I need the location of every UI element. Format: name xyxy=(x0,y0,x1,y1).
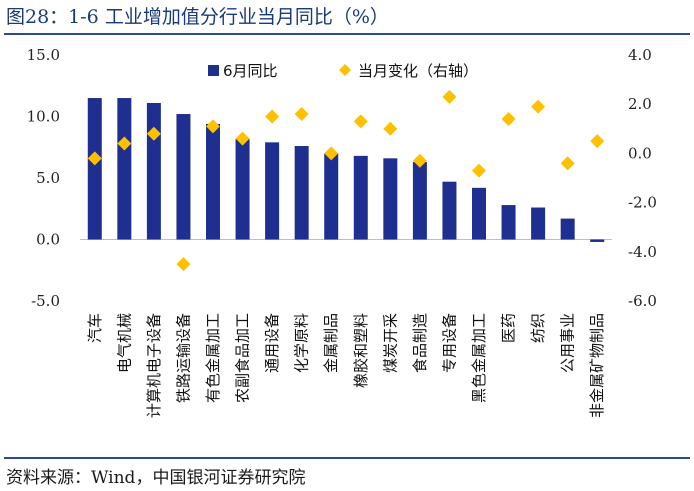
left-axis-tick: 10.0 xyxy=(27,108,60,126)
category-label: 农副食品加工 xyxy=(234,313,252,403)
title-divider xyxy=(4,33,690,35)
bar-6月同比 xyxy=(472,187,486,240)
right-axis-tick: 0.0 xyxy=(628,144,652,162)
bar-6月同比 xyxy=(294,146,309,240)
bar-6月同比 xyxy=(412,162,427,240)
bar-6月同比 xyxy=(265,142,280,240)
bar-6月同比 xyxy=(235,138,250,240)
bar-6月同比 xyxy=(206,123,220,240)
category-label: 食品制造 xyxy=(411,313,429,373)
marker-当月变化 xyxy=(501,111,516,126)
bar-6月同比 xyxy=(146,102,161,240)
marker-当月变化 xyxy=(590,134,605,149)
chart-title: 图28：1-6 工业增加值分行业当月同比（%） xyxy=(6,6,389,28)
marker-当月变化 xyxy=(176,257,191,272)
category-label: 纺织 xyxy=(529,313,547,343)
marker-当月变化 xyxy=(87,151,102,166)
category-label: 电气机械 xyxy=(115,313,133,373)
category-label: 黑色金属加工 xyxy=(470,313,488,403)
legend-bar-label: 6月同比 xyxy=(223,62,278,80)
source-divider xyxy=(4,457,690,459)
source-note: 资料来源：Wind，中国银河证券研究院 xyxy=(6,468,306,488)
bar-6月同比 xyxy=(324,153,339,240)
bar-6月同比 xyxy=(353,155,368,240)
marker-当月变化 xyxy=(294,107,309,122)
marker-当月变化 xyxy=(117,136,132,151)
marker-当月变化 xyxy=(383,121,398,136)
marker-当月变化 xyxy=(235,131,250,146)
bar-6月同比 xyxy=(176,114,191,240)
category-label: 煤炭开采 xyxy=(381,313,399,373)
category-label: 医药 xyxy=(500,313,518,343)
marker-当月变化 xyxy=(265,109,280,124)
marker-当月变化 xyxy=(206,119,220,134)
category-label: 非金属矿物制品 xyxy=(588,313,606,418)
marker-当月变化 xyxy=(560,156,575,171)
left-axis-tick: 0.0 xyxy=(36,231,60,249)
category-label: 公用事业 xyxy=(559,313,577,373)
right-axis-tick: -2.0 xyxy=(628,194,657,212)
legend-bar-swatch xyxy=(208,65,219,76)
bar-6月同比 xyxy=(117,98,132,240)
category-label: 计算机电子设备 xyxy=(145,313,163,418)
left-axis-tick: -5.0 xyxy=(31,292,60,310)
category-label: 铁路运输设备 xyxy=(174,313,192,403)
category-label: 金属制品 xyxy=(322,313,340,373)
legend-marker-swatch xyxy=(339,64,351,76)
bar-6月同比 xyxy=(501,205,516,240)
bar-6月同比 xyxy=(87,98,102,240)
marker-当月变化 xyxy=(531,99,546,114)
category-label: 化学原料 xyxy=(293,313,311,373)
marker-当月变化 xyxy=(472,163,486,178)
legend-marker-label: 当月变化（右轴） xyxy=(358,62,478,80)
marker-当月变化 xyxy=(324,146,339,161)
category-label: 橡胶和塑料 xyxy=(352,313,370,388)
chart-area: -5.0 0.0 5.0 10.0 15.0 -6.0 -4.0 -2.0 0.0 2.0 4.0 汽… xyxy=(27,46,657,418)
category-label: 专用设备 xyxy=(440,313,458,373)
left-axis-tick: 15.0 xyxy=(27,46,60,64)
bar-6月同比 xyxy=(560,218,575,240)
marker-当月变化 xyxy=(353,114,368,129)
right-axis-tick: 2.0 xyxy=(628,95,652,113)
marker-当月变化 xyxy=(146,126,161,141)
right-axis-tick: 4.0 xyxy=(628,46,652,64)
bar-6月同比 xyxy=(590,239,605,242)
category-label: 汽车 xyxy=(86,313,104,343)
left-axis-tick: 5.0 xyxy=(36,169,60,187)
bar-6月同比 xyxy=(383,158,398,240)
legend: 6月同比 当月变化（右轴） xyxy=(208,62,478,80)
category-label: 有色金属加工 xyxy=(204,313,222,403)
right-axis-tick: -4.0 xyxy=(628,243,657,261)
marker-当月变化 xyxy=(412,153,427,168)
category-label: 通用设备 xyxy=(263,313,281,373)
marker-当月变化 xyxy=(442,89,457,104)
bar-6月同比 xyxy=(531,207,546,240)
right-axis-tick: -6.0 xyxy=(628,292,657,310)
bar-6月同比 xyxy=(442,181,457,240)
